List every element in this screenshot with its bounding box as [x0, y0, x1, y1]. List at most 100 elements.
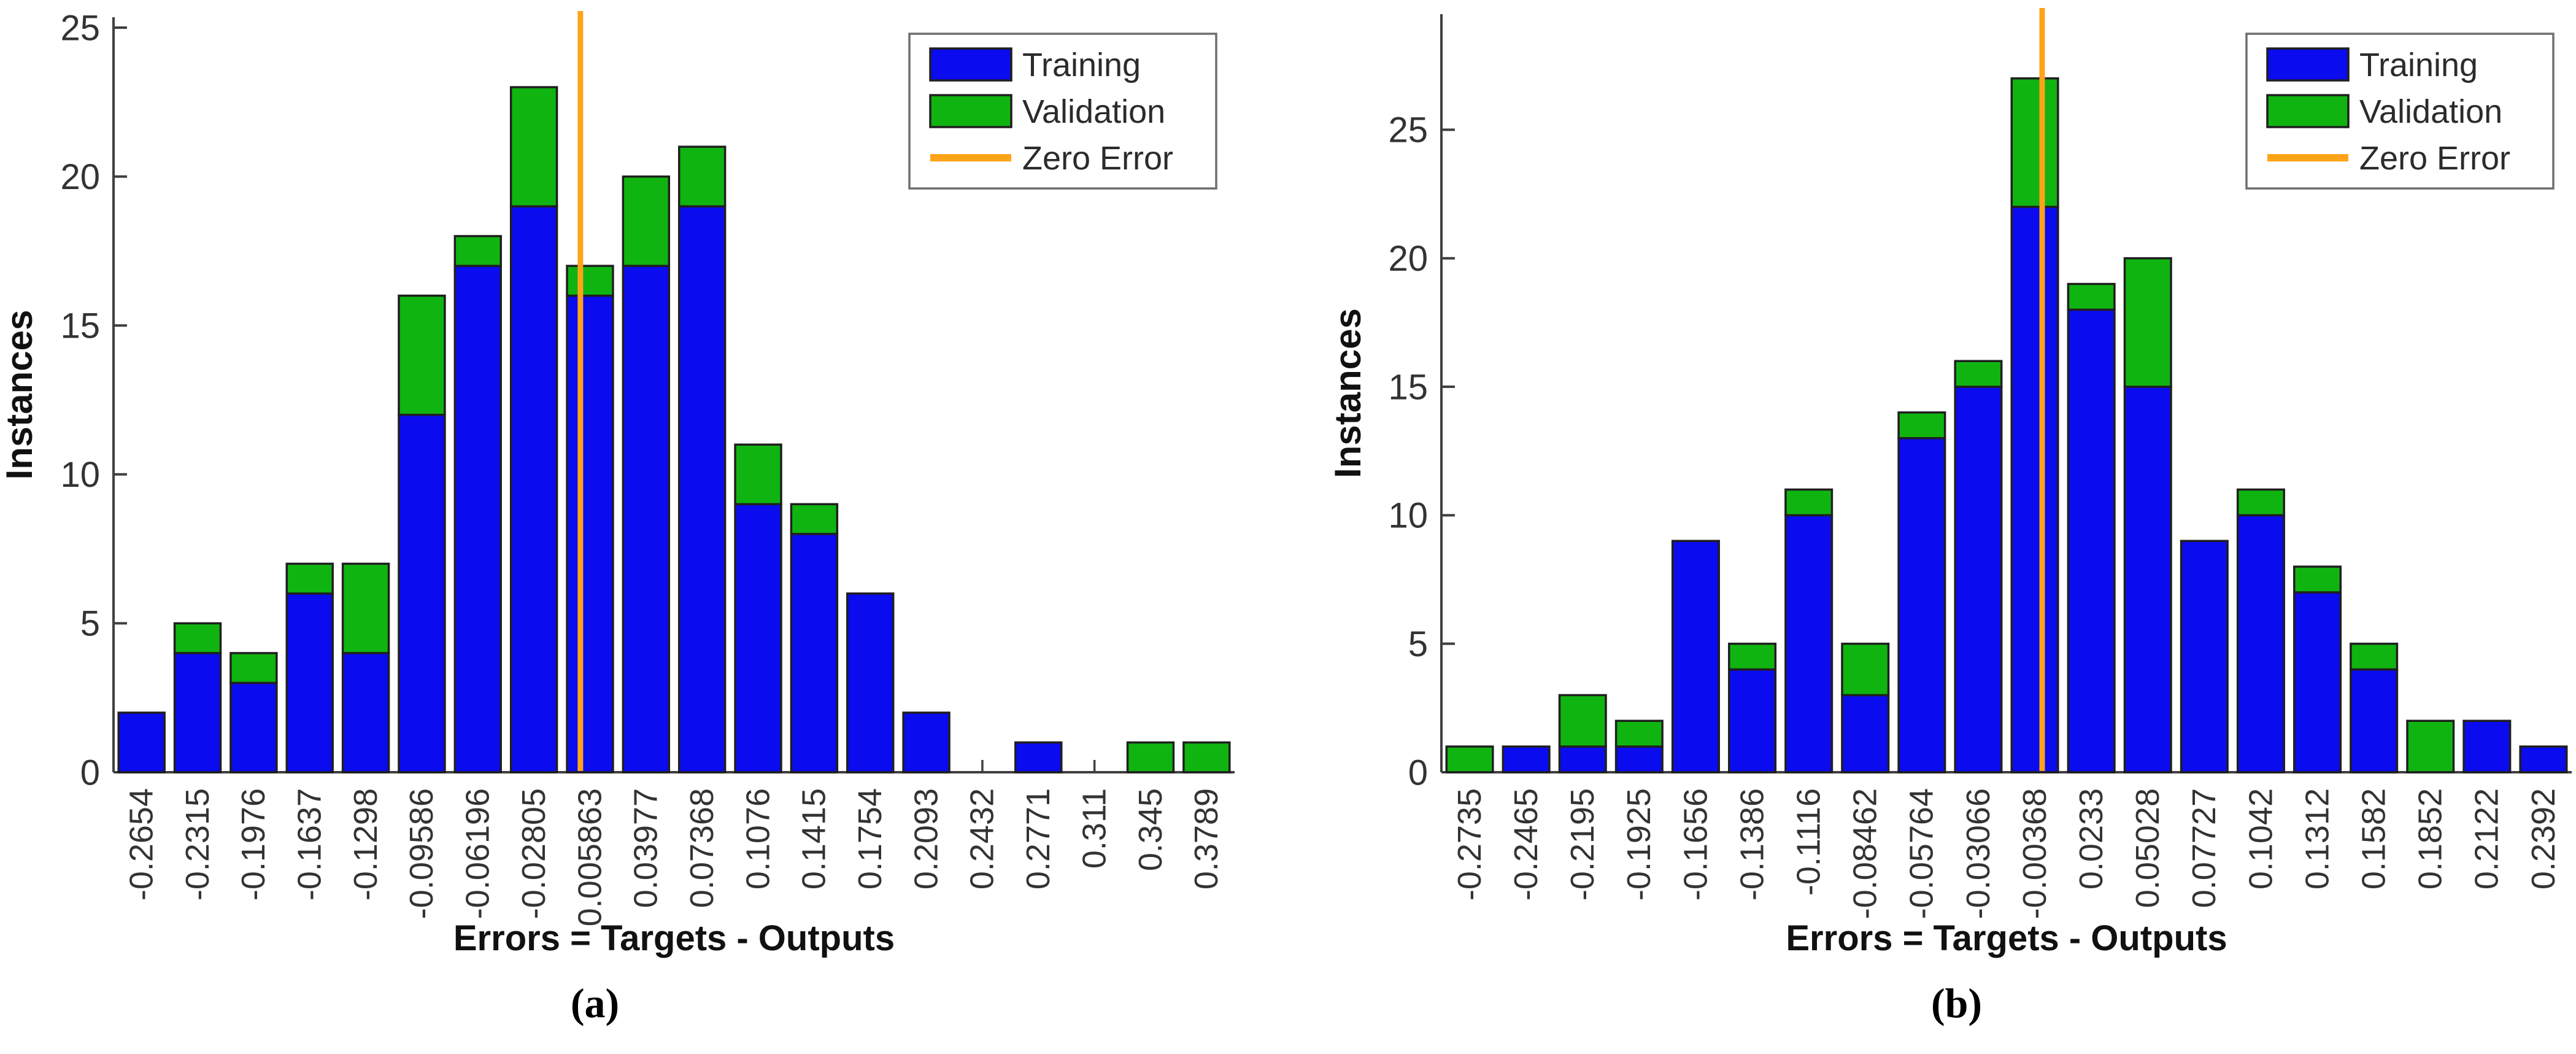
- training-bar: [117, 711, 166, 773]
- training-bar: [1841, 694, 1890, 773]
- validation-bar: [566, 265, 614, 297]
- x-tick-label: -0.2654: [123, 788, 160, 901]
- bars: [117, 86, 1231, 773]
- x-axis-label: Errors = Targets - Outputs: [453, 918, 895, 958]
- x-tick-label: 0.07727: [2186, 788, 2223, 908]
- x-tick-label: -0.1386: [1733, 788, 1770, 901]
- validation-bar: [453, 234, 502, 267]
- training-bar: [734, 503, 782, 773]
- validation-bar: [1897, 411, 1946, 440]
- x-tick-label: 0.1312: [2299, 788, 2335, 889]
- x-tick-label: -0.02805: [515, 788, 552, 919]
- x-tick-label: -0.1976: [235, 788, 272, 901]
- validation-bar: [1841, 642, 1890, 697]
- x-tick-label: 0.2771: [1020, 788, 1057, 889]
- x-tick-label: 0.07368: [684, 788, 720, 908]
- training-bar: [2067, 308, 2116, 773]
- x-tick-label: -0.1925: [1621, 788, 1657, 901]
- training-bar: [1784, 514, 1834, 773]
- validation-bar: [341, 562, 390, 654]
- y-tick-label: 10: [60, 455, 100, 495]
- training-bar: [677, 205, 727, 773]
- x-tick-label: -0.2735: [1451, 788, 1488, 901]
- axes: 0 5 10 15 20 25 -0.2654 -0.2315 -0.1976 -0.1637 -0…: [60, 8, 1235, 926]
- x-tick-label: 0.345: [1132, 788, 1169, 871]
- validation-bar: [1614, 719, 1664, 748]
- y-tick-label: 25: [60, 8, 100, 48]
- y-axis-label: Instances: [0, 310, 40, 480]
- x-tick-label: 0.311: [1076, 788, 1113, 869]
- x-tick-label: -0.1637: [291, 788, 328, 901]
- validation-bar: [509, 86, 558, 207]
- legend-swatch-validation: [929, 94, 1012, 128]
- validation-bar: [173, 622, 222, 654]
- y-tick-label: 15: [60, 306, 100, 346]
- x-tick-label: -0.08462: [1847, 788, 1884, 919]
- x-tick-label: -0.2195: [1564, 788, 1601, 901]
- validation-bar: [677, 145, 727, 207]
- training-bar: [2180, 540, 2229, 773]
- x-tick-label: 0.1852: [2412, 788, 2449, 889]
- x-tick-label: -0.05764: [1903, 788, 1940, 919]
- y-tick-label: 5: [80, 604, 100, 644]
- training-bar: [790, 533, 839, 773]
- x-tick-label: -0.00368: [2016, 788, 2053, 919]
- training-bar: [1671, 540, 1720, 773]
- x-tick-label: 0.05028: [2129, 788, 2166, 908]
- y-tick-label: 10: [1388, 496, 1428, 536]
- x-tick-label: 0.005863: [571, 788, 608, 926]
- validation-bar: [2236, 488, 2285, 517]
- training-bar: [2462, 719, 2512, 773]
- caption-a: (a): [570, 980, 620, 1026]
- training-bar: [1558, 745, 1607, 773]
- validation-bar: [734, 443, 782, 506]
- x-tick-label: -0.2465: [1508, 788, 1544, 901]
- legend-swatch-validation: [2266, 94, 2350, 128]
- bars: [1445, 77, 2568, 773]
- training-bar: [902, 711, 951, 773]
- validation-bar: [285, 562, 334, 595]
- y-tick-label: 0: [1408, 753, 1428, 792]
- legend-swatch-training: [2266, 47, 2350, 82]
- training-bar: [229, 681, 278, 773]
- panel-b: 0 5 10 15 20 25 -0.2735 -0.2465 -0.2195 -0.1925 -0…: [1288, 0, 2576, 1054]
- training-bar: [1502, 745, 1551, 773]
- validation-bar: [2406, 719, 2455, 773]
- validation-bar: [1784, 488, 1834, 517]
- x-tick-label: -0.1656: [1677, 788, 1714, 901]
- training-bar: [285, 592, 334, 773]
- x-tick-label: -0.2315: [179, 788, 216, 901]
- legend: Training Validation Zero Error: [2245, 33, 2555, 190]
- x-tick-label: -0.03066: [1960, 788, 1997, 919]
- training-bar: [398, 414, 446, 773]
- validation-bar: [2293, 565, 2342, 594]
- legend-label: Validation: [1022, 93, 1165, 130]
- training-bar: [453, 265, 502, 773]
- axes: 0 5 10 15 20 25 -0.2735 -0.2465 -0.2195 -0.1925 -0…: [1388, 14, 2572, 919]
- x-tick-label: 0.03977: [628, 788, 665, 908]
- x-tick-label: 0.2122: [2469, 788, 2505, 889]
- training-bar: [173, 652, 222, 773]
- validation-bar: [1182, 741, 1231, 773]
- validation-bar: [1954, 360, 2003, 388]
- validation-bar: [229, 652, 278, 684]
- x-tick-label: 0.1582: [2355, 788, 2392, 889]
- error-histogram-chart-a: 0 5 10 15 20 25 -0.2654 -0.2315 -0.1976 -0.1637 -0…: [0, 8, 1235, 958]
- legend-label: Training: [1022, 47, 1141, 83]
- training-bar: [2350, 668, 2399, 773]
- training-bar: [509, 205, 558, 773]
- x-tick-label: -0.1298: [347, 788, 384, 901]
- validation-bar: [1126, 741, 1175, 773]
- validation-bar: [1558, 694, 1607, 748]
- x-tick-label: 0.2392: [2525, 788, 2562, 889]
- legend: Training Validation Zero Error: [908, 33, 1217, 190]
- training-bar: [622, 265, 671, 773]
- x-tick-label: 0.1042: [2242, 788, 2279, 889]
- y-tick-label: 20: [60, 157, 100, 197]
- training-bar: [2236, 514, 2285, 773]
- validation-bar: [622, 175, 671, 267]
- legend-label: Training: [2359, 47, 2478, 83]
- training-bar: [1954, 386, 2003, 773]
- training-bar: [2123, 386, 2172, 773]
